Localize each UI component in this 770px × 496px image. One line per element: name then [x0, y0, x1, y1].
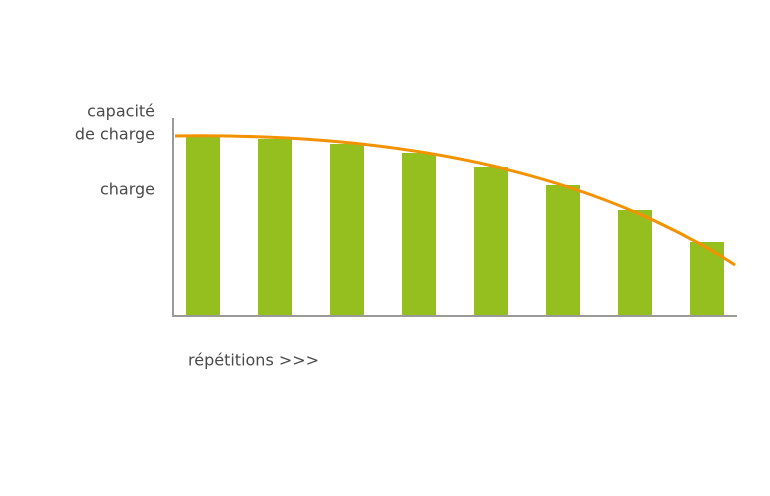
bar: [402, 153, 436, 316]
axis-label: charge: [100, 180, 155, 199]
bar: [258, 139, 292, 316]
bar: [618, 210, 652, 316]
bars: [186, 137, 724, 316]
bar: [474, 167, 508, 316]
bar: [186, 137, 220, 316]
bar: [546, 185, 580, 316]
bar: [690, 242, 724, 316]
axis-label: capacité: [87, 102, 155, 121]
bar: [330, 144, 364, 316]
axis-label: de charge: [75, 125, 155, 144]
x-axis-label: répétitions >>>: [188, 351, 319, 370]
capacity-curve: [174, 134, 736, 267]
